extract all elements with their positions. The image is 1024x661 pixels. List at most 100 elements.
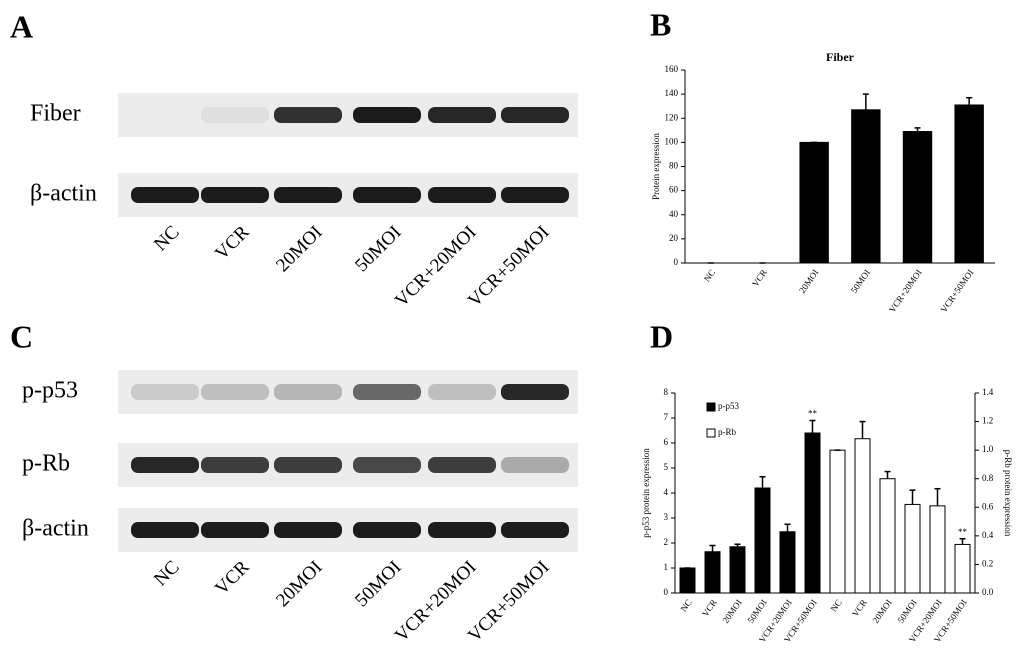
bar bbox=[704, 551, 721, 594]
blot-band bbox=[274, 522, 342, 538]
panel-label: A bbox=[10, 8, 33, 44]
lane-label: 20MOI bbox=[272, 557, 326, 611]
x-tick-label: VCR+20MOI bbox=[887, 268, 924, 315]
bar bbox=[829, 449, 846, 594]
tick-label: 160 bbox=[665, 64, 679, 74]
x-tick-label: 50MOI bbox=[849, 268, 872, 295]
blot-row-label: Fiber bbox=[30, 101, 81, 127]
blot-band bbox=[353, 457, 421, 473]
x-tick-label: NC bbox=[828, 598, 843, 614]
blot-band bbox=[201, 457, 269, 473]
tick-label: 8 bbox=[664, 387, 669, 397]
lane-label: NC bbox=[150, 222, 184, 256]
tick-label: 0 bbox=[674, 257, 679, 267]
lane-label: VCR bbox=[211, 222, 254, 265]
panel-label: B bbox=[650, 6, 671, 42]
x-tick-label: 50MOI bbox=[745, 598, 768, 625]
bar bbox=[902, 131, 933, 264]
tick-label: 2 bbox=[664, 537, 669, 547]
tick-label: 1 bbox=[664, 562, 669, 572]
tick-label: 0.2 bbox=[982, 558, 993, 568]
blot-band bbox=[428, 107, 496, 123]
blot-band bbox=[274, 107, 342, 123]
tick-label: 0 bbox=[664, 587, 669, 597]
blot-band bbox=[501, 522, 569, 538]
lane-label: 20MOI bbox=[272, 222, 326, 276]
tick-label: 6 bbox=[664, 437, 669, 447]
bar bbox=[929, 505, 946, 594]
annotation: ** bbox=[958, 527, 968, 537]
blot-band bbox=[501, 107, 569, 123]
blot-band bbox=[353, 384, 421, 400]
bar bbox=[679, 567, 696, 594]
blot-row-label: β-actin bbox=[22, 516, 89, 542]
blot-band bbox=[501, 187, 569, 203]
x-tick-label: VCR bbox=[700, 598, 719, 619]
blot-band bbox=[274, 457, 342, 473]
bar bbox=[729, 546, 746, 594]
tick-label: 80 bbox=[669, 161, 679, 171]
blot-band bbox=[131, 522, 199, 538]
x-tick-label: 20MOI bbox=[720, 598, 743, 625]
blot-band bbox=[353, 522, 421, 538]
annotation: ** bbox=[808, 409, 818, 419]
y2-axis-label: p-Rb protein expression bbox=[1003, 450, 1013, 537]
y-axis-label: p-p53 protein expression bbox=[641, 448, 651, 538]
bar bbox=[854, 438, 871, 594]
tick-label: 0.8 bbox=[982, 473, 994, 483]
tick-label: 3 bbox=[664, 512, 669, 522]
tick-label: 140 bbox=[665, 88, 679, 98]
panel-label: C bbox=[10, 318, 33, 354]
tick-label: 1.4 bbox=[982, 387, 994, 397]
blot-band bbox=[501, 457, 569, 473]
bar bbox=[754, 487, 771, 594]
x-tick-label: 50MOI bbox=[895, 598, 918, 625]
chart-title: Fiber bbox=[826, 50, 855, 64]
lane-label: NC bbox=[150, 557, 184, 591]
bar bbox=[799, 141, 829, 264]
legend-swatch bbox=[706, 402, 716, 412]
lane-label: VCR bbox=[211, 557, 254, 600]
tick-label: 4 bbox=[664, 487, 669, 497]
blot-band bbox=[353, 187, 421, 203]
blot-band bbox=[131, 457, 199, 473]
tick-label: 20 bbox=[669, 233, 679, 243]
blot-row-label: p-p53 bbox=[22, 378, 78, 404]
blot-band bbox=[428, 457, 496, 473]
tick-label: 5 bbox=[664, 462, 669, 472]
bar bbox=[779, 531, 796, 594]
blot-band bbox=[274, 187, 342, 203]
blot-band bbox=[201, 107, 269, 123]
blot-band bbox=[274, 384, 342, 400]
tick-label: 1.0 bbox=[982, 444, 994, 454]
x-tick-label: VCR bbox=[850, 598, 869, 619]
bar bbox=[954, 104, 984, 264]
blot-band bbox=[131, 187, 199, 203]
blot-band bbox=[428, 384, 496, 400]
blot-band bbox=[131, 384, 199, 400]
blot-row-label: β-actin bbox=[30, 181, 97, 207]
tick-label: 7 bbox=[664, 412, 669, 422]
tick-label: 60 bbox=[669, 185, 679, 195]
x-tick-label: VCR+50MOI bbox=[939, 268, 976, 315]
x-tick-label: 20MOI bbox=[870, 598, 893, 625]
legend-label: p-Rb bbox=[718, 427, 737, 437]
y-axis-label: Protein expression bbox=[651, 133, 661, 200]
lane-label: 50MOI bbox=[351, 557, 405, 611]
x-tick-label: NC bbox=[678, 598, 693, 614]
bar bbox=[954, 543, 971, 594]
x-tick-label: VCR bbox=[750, 268, 769, 289]
blot-band bbox=[428, 522, 496, 538]
bar bbox=[904, 503, 921, 594]
blot-row-label: p-Rb bbox=[22, 451, 70, 477]
lane-label: 50MOI bbox=[351, 222, 405, 276]
blot-band bbox=[201, 522, 269, 538]
tick-label: 120 bbox=[665, 112, 679, 122]
blot-band bbox=[428, 187, 496, 203]
blot-band bbox=[501, 384, 569, 400]
tick-label: 1.2 bbox=[982, 416, 993, 426]
x-tick-label: 20MOI bbox=[797, 268, 820, 295]
x-tick-label: NC bbox=[702, 268, 717, 284]
tick-label: 0.6 bbox=[982, 501, 994, 511]
